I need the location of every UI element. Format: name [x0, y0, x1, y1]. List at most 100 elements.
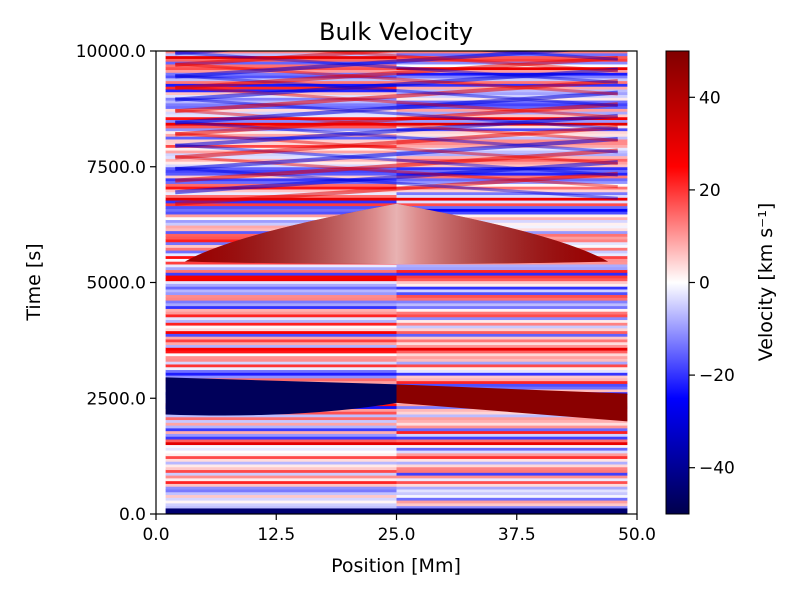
heatmap-stripe-right — [396, 272, 628, 276]
heatmap-stripe-right — [396, 330, 628, 334]
heatmap-stripe-left — [165, 497, 397, 501]
heatmap-stripe-right — [396, 197, 628, 201]
heatmap-stripe-right — [396, 355, 628, 359]
heatmap-stripe-right — [396, 200, 628, 204]
wave-streak — [175, 136, 618, 172]
heatmap-stripe-right — [396, 300, 628, 304]
heatmap-stripe-left — [165, 355, 397, 359]
heatmap-stripe-right — [396, 141, 628, 146]
heatmap-stripe-left — [165, 413, 397, 418]
heatmap-stripe-right — [396, 458, 628, 462]
heatmap-stripe-right — [396, 211, 628, 215]
heatmap-stripe-right — [396, 452, 628, 457]
heatmap-stripe-left — [165, 180, 397, 184]
heatmap-stripe-right — [396, 463, 628, 468]
heatmap-stripe-right — [396, 291, 628, 296]
heatmap-stripe-right — [396, 66, 628, 71]
heatmap-stripe-left — [165, 111, 397, 115]
heatmap-stripe-left — [165, 75, 397, 79]
heatmap-stripe-right — [396, 341, 628, 346]
heatmap-stripe-right — [396, 138, 628, 143]
bottom-blue-band — [165, 508, 628, 514]
heatmap-stripe-right — [396, 416, 628, 421]
heatmap-stripe-right — [396, 116, 628, 121]
heatmap-stripe-right — [396, 305, 628, 309]
heatmap-stripe-right — [396, 205, 628, 209]
heatmap-stripe-left — [165, 105, 397, 109]
heatmap-stripe-right — [396, 483, 628, 487]
y-axis: 0.0 2500.0 5000.0 7500.0 10000.0 — [76, 42, 156, 525]
heatmap-stripe-right — [396, 461, 628, 465]
right-red-wedge — [396, 384, 628, 422]
heatmap-stripe-right — [396, 311, 628, 315]
heatmap-stripe-right — [396, 275, 628, 279]
heatmap-stripe-right — [396, 277, 628, 282]
heatmap-stripe-left — [165, 347, 397, 351]
heatmap-stripe-left — [165, 286, 397, 290]
heatmap-stripe-right — [396, 319, 628, 323]
heatmap-stripe-right — [396, 477, 628, 482]
heatmap-stripe-right — [396, 375, 628, 379]
heatmap-stripe-left — [165, 177, 397, 182]
heatmap-stripe-right — [396, 186, 628, 190]
colorbar-tick-label: −40 — [699, 459, 735, 479]
heatmap-stripe-left — [165, 366, 397, 371]
wave-streak — [175, 97, 618, 131]
heatmap-stripe-right — [396, 369, 628, 373]
heatmap-stripe-left — [165, 486, 397, 490]
wave-streak — [175, 85, 618, 119]
x-axis: 0.0 12.5 25.0 37.5 50.0 — [142, 514, 656, 545]
heatmap-stripe-left — [165, 130, 397, 134]
heatmap-stripe-right — [396, 338, 628, 343]
colorbar-tick-label: −20 — [699, 366, 735, 386]
wave-streak — [473, 51, 618, 61]
heatmap-stripe-right — [396, 361, 628, 365]
heatmap-stripe-left — [165, 200, 397, 204]
heatmap-stripe-left — [165, 433, 397, 437]
heatmap-stripe-left — [165, 325, 397, 329]
heatmap-stripe-right — [396, 480, 628, 484]
heatmap-stripe-left — [165, 483, 397, 487]
heatmap-stripe-left — [165, 336, 397, 340]
heatmap-stripe-left — [165, 441, 397, 446]
heatmap-stripe-right — [396, 475, 628, 479]
heatmap-stripe-left — [165, 438, 397, 443]
wave-streak — [175, 160, 618, 195]
heatmap-stripe-right — [396, 72, 628, 76]
heatmap-stripe-left — [165, 363, 397, 368]
heatmap-stripe-left — [165, 330, 397, 334]
heatmap-stripe-right — [396, 80, 628, 84]
heatmap-stripe-left — [165, 350, 397, 354]
heatmap-stripe-left — [165, 116, 397, 121]
heatmap-stripe-right — [396, 286, 628, 290]
heatmap-stripe-left — [165, 186, 397, 190]
heatmap-stripe-right — [396, 350, 628, 354]
heatmap-stripe-left — [165, 213, 397, 218]
heatmap-stripe-left — [165, 461, 397, 465]
heatmap-stripe-right — [396, 344, 628, 348]
heatmap-stripe-right — [396, 308, 628, 312]
heatmap-stripe-left — [165, 86, 397, 90]
heatmap-stripe-left — [165, 419, 397, 423]
y-axis-label: Time [s] — [23, 243, 45, 321]
heatmap-stripe-left — [165, 341, 397, 346]
heatmap-stripe-left — [165, 466, 397, 471]
heatmap-stripe-right — [396, 433, 628, 437]
heatmap-stripe-left — [165, 300, 397, 304]
heatmap-stripe-right — [396, 491, 628, 496]
heatmap-stripe-right — [396, 202, 628, 207]
heatmap-stripe-right — [396, 327, 628, 332]
wave-streak — [175, 171, 618, 206]
heatmap-stripe-left — [165, 211, 397, 215]
heatmap-stripe-right — [396, 297, 628, 301]
heatmap-stripe-left — [165, 272, 397, 276]
heatmap-stripe-left — [165, 447, 397, 451]
heatmap-stripe-left — [165, 313, 397, 318]
heatmap-stripe-right — [396, 102, 628, 107]
x-tick-label: 50.0 — [618, 525, 656, 545]
wave-streak — [302, 51, 618, 73]
heatmap-stripe-left — [165, 58, 397, 62]
heatmap-stripe-left — [165, 327, 397, 332]
heatmap-stripe-left — [165, 169, 397, 173]
heatmap-stripe-left — [165, 61, 397, 65]
